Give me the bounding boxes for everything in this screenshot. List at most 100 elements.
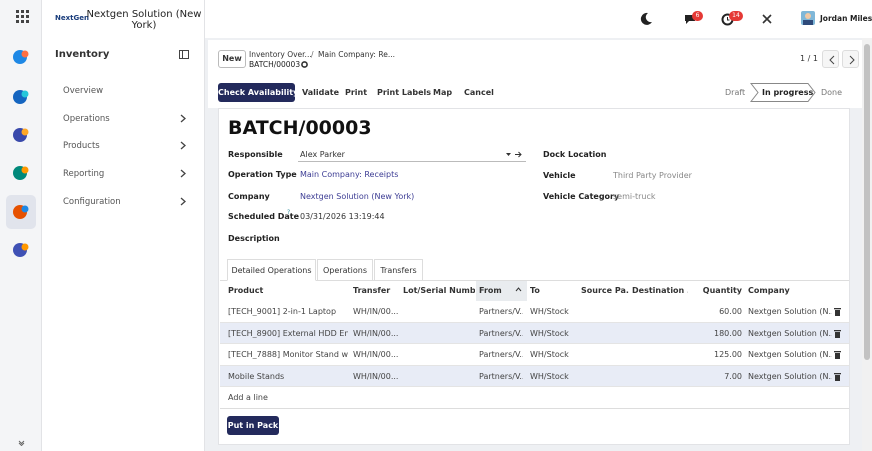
tabs-line [220, 280, 849, 281]
app-icon[interactable] [12, 203, 30, 221]
field-value[interactable]: Alex Parker [300, 150, 345, 159]
column-header[interactable]: From [479, 286, 502, 295]
settings-icon[interactable] [761, 13, 773, 25]
table-cell: WH/Stock [530, 350, 569, 359]
rail-collapse[interactable] [18, 440, 25, 446]
table-cell: WH/IN/00... [353, 328, 399, 338]
column-header[interactable]: Company [748, 286, 790, 295]
column-header[interactable]: Lot/Serial Numb... [403, 286, 475, 295]
column-header[interactable]: Source Pa... [581, 286, 629, 295]
delete-row[interactable] [834, 372, 841, 381]
table-row[interactable] [220, 344, 849, 366]
breadcrumb-separator: / [311, 50, 314, 59]
menu-item[interactable]: Operations [63, 114, 110, 124]
table-cell: WH/IN/00... [353, 307, 399, 316]
menu-chevron [180, 197, 186, 206]
avatar[interactable] [801, 11, 815, 25]
action-button[interactable]: Validate [302, 88, 340, 97]
column-header[interactable]: Transfer [353, 286, 391, 295]
field-value[interactable]: 03/31/2026 13:19:44 [300, 212, 385, 221]
tab[interactable]: Operations [317, 259, 373, 281]
pager: 1 / 1 [800, 54, 818, 63]
tab[interactable]: Detailed Operations [227, 259, 316, 281]
logo: NextGen [55, 14, 89, 22]
table-bottom-line [220, 408, 849, 409]
record-gear[interactable] [301, 61, 308, 68]
column-header[interactable]: Quantity [702, 286, 742, 295]
activity-badge: 14 [729, 11, 743, 21]
field-value[interactable]: Third Party Provider [613, 171, 692, 180]
field-value[interactable]: Nextgen Solution (New York) [300, 192, 415, 201]
menu-item[interactable]: Configuration [63, 197, 121, 207]
delete-row[interactable] [834, 329, 841, 338]
pager-button[interactable] [842, 50, 859, 68]
table-cell: Partners/V... [479, 307, 523, 316]
new-button[interactable]: New [218, 50, 246, 68]
responsible-controls[interactable] [505, 150, 523, 159]
pager-button[interactable] [822, 50, 839, 68]
table-cell: [TECH_7888] Monitor Stand with... [228, 350, 348, 359]
app-icon[interactable] [12, 48, 30, 66]
app-icon[interactable] [12, 126, 30, 144]
field-value[interactable]: Main Company: Receipts [300, 170, 399, 179]
tab[interactable]: Transfers [374, 259, 423, 281]
scroll-thumb [864, 44, 870, 360]
sidebar-toggle[interactable] [179, 50, 189, 59]
menu-item[interactable]: Overview [63, 86, 104, 96]
breadcrumb-parent[interactable]: Inventory Over... [249, 50, 312, 59]
status-step[interactable]: Done [821, 88, 843, 97]
column-header[interactable]: Product [228, 286, 264, 295]
action-button[interactable]: Map [433, 88, 453, 97]
table-cell: Mobile Stands [228, 371, 285, 381]
app-name: Inventory [55, 49, 110, 60]
table-cell: WH/Stock [530, 307, 569, 316]
field-help: ? [287, 209, 291, 216]
field-value[interactable]: semi-truck [613, 192, 656, 201]
app-icon[interactable] [12, 164, 30, 182]
menu-chevron [180, 169, 186, 178]
app-icon[interactable] [12, 241, 30, 259]
menu-item[interactable]: Reporting [63, 169, 105, 179]
table-cell: Partners/V... [479, 350, 523, 359]
check-availability-button[interactable]: Check Availability [218, 83, 298, 102]
apps-icon[interactable] [16, 10, 29, 23]
app-icon[interactable] [12, 88, 30, 106]
field-label: Vehicle Category [543, 192, 620, 201]
delete-row[interactable] [834, 307, 841, 316]
table-cell: Partners/V... [479, 371, 523, 381]
action-button[interactable]: Cancel [464, 88, 494, 97]
field-label: Scheduled Date [228, 212, 300, 221]
table-cell: 180.00 [714, 328, 742, 338]
field-label: Vehicle [543, 171, 576, 180]
action-button[interactable]: Print [345, 88, 368, 97]
status-step[interactable]: In progress [762, 88, 814, 97]
responsible-underline [298, 161, 526, 162]
user-name[interactable]: Jordan Miles [820, 14, 872, 23]
table-row[interactable] [220, 322, 849, 344]
column-header[interactable]: To [530, 286, 540, 295]
table-cell: Nextgen Solution (N... [748, 371, 832, 381]
field-label: Description [228, 234, 280, 243]
menu-item[interactable]: Products [63, 141, 100, 151]
form-sheet [218, 108, 850, 445]
table-cell: 125.00 [714, 350, 742, 359]
table-cell: Nextgen Solution (N... [748, 350, 832, 359]
table-cell: Partners/V... [479, 328, 523, 338]
status-step[interactable]: Draft [725, 88, 746, 97]
delete-row[interactable] [834, 350, 841, 359]
table-row[interactable] [220, 365, 849, 387]
table-cell: [TECH_8900] External HDD Enclo... [228, 328, 348, 338]
table-row[interactable] [220, 301, 849, 323]
breadcrumb-current[interactable]: Main Company: Re... [318, 50, 395, 59]
field-label: Company [228, 192, 270, 201]
table-cell: 60.00 [719, 307, 742, 316]
theme-toggle[interactable] [640, 12, 653, 25]
table-cell: [TECH_9001] 2-in-1 Laptop [228, 307, 337, 316]
put-in-pack-button[interactable]: Put in Pack [227, 416, 279, 435]
column-header[interactable]: Destination ... [632, 286, 688, 295]
field-label: Operation Type [228, 170, 297, 179]
chat-badge: 6 [692, 11, 703, 21]
add-line[interactable]: Add a line [228, 393, 268, 402]
action-button[interactable]: Print Labels [377, 88, 432, 97]
